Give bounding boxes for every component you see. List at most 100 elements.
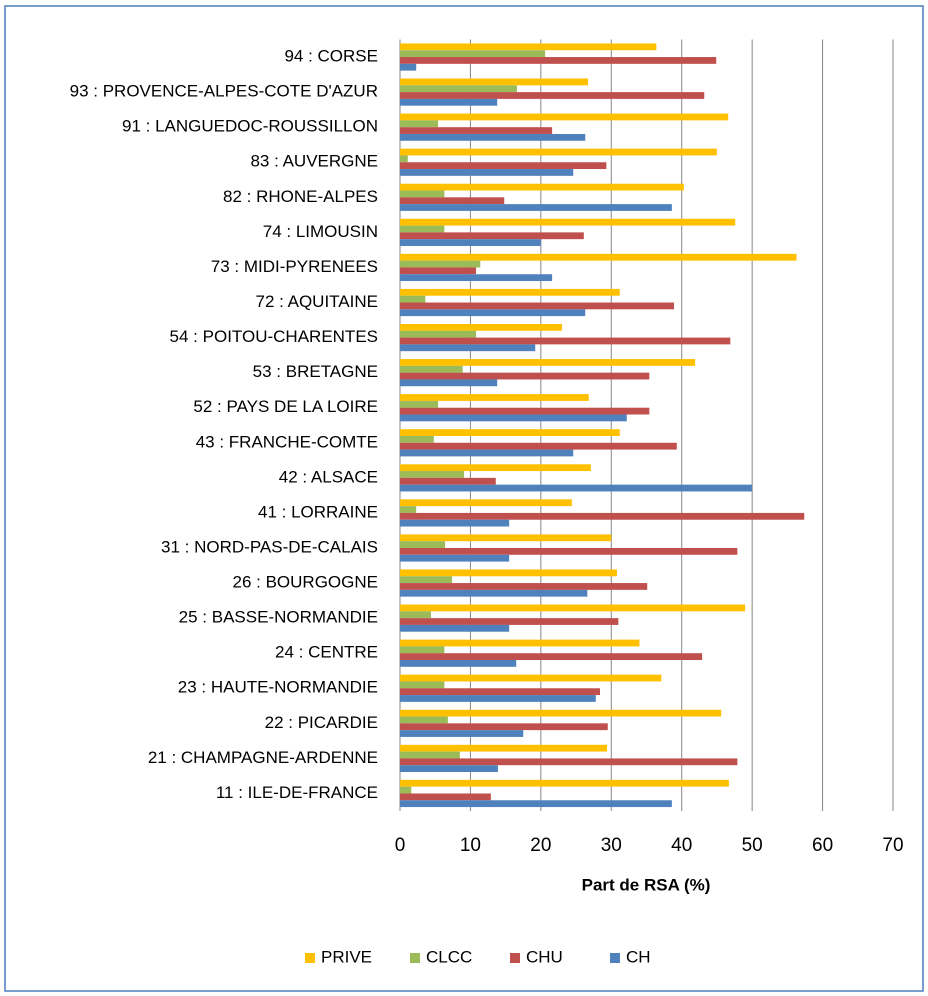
bar — [400, 344, 536, 352]
bar — [400, 162, 607, 170]
y-tick-label: 53 : BRETAGNE — [253, 362, 378, 381]
bar — [400, 127, 553, 134]
bar — [400, 302, 674, 310]
bar — [400, 43, 657, 51]
y-tick-label: 73 : MIDI-PYRENEES — [211, 257, 378, 276]
bar — [400, 604, 746, 612]
bar — [400, 442, 677, 450]
legend-label: CLCC — [426, 947, 472, 966]
bar — [400, 63, 417, 71]
bar — [400, 260, 481, 268]
bar — [400, 519, 510, 527]
y-tick-label: 94 : CORSE — [284, 47, 378, 66]
y-tick-label: 93 : PROVENCE-ALPES-COTE D'AZUR — [70, 82, 378, 101]
bar — [400, 323, 562, 331]
bar — [400, 709, 722, 717]
bar — [400, 681, 445, 689]
y-tick-label: 82 : RHONE-ALPES — [223, 187, 378, 206]
x-tick-label: 20 — [530, 835, 551, 856]
bar — [400, 309, 586, 317]
bar — [400, 50, 546, 58]
bar — [400, 253, 797, 261]
bar — [400, 674, 662, 682]
bar — [400, 274, 553, 282]
bar — [400, 155, 408, 163]
bar — [400, 435, 434, 443]
bar — [400, 267, 477, 275]
bar — [400, 499, 572, 507]
y-tick-label: 26 : BOURGOGNE — [233, 573, 378, 592]
bar — [400, 400, 439, 408]
bar — [400, 197, 505, 205]
y-tick-label: 83 : AUVERGNE — [250, 152, 378, 171]
bar — [400, 688, 601, 696]
bar — [400, 758, 738, 766]
bar — [400, 751, 460, 759]
bar — [400, 695, 596, 702]
y-tick-label: 23 : HAUTE-NORMANDIE — [178, 678, 378, 697]
bar — [400, 723, 608, 731]
y-tick-label: 72 : AQUITAINE — [255, 292, 378, 311]
bar — [400, 583, 648, 590]
legend-swatch — [510, 953, 520, 963]
y-tick-label: 21 : CHAMPAGNE-ARDENNE — [148, 748, 378, 767]
bar — [400, 730, 524, 737]
bar — [400, 449, 574, 457]
bar — [400, 225, 445, 233]
y-tick-label: 74 : LIMOUSIN — [263, 222, 378, 241]
bar — [400, 183, 684, 191]
bar — [400, 394, 589, 401]
bar — [400, 218, 736, 226]
y-tick-label: 11 : ILE-DE-FRANCE — [216, 783, 378, 802]
y-tick-label: 54 : POITOU-CHARENTES — [170, 327, 378, 346]
bar — [400, 190, 445, 198]
y-tick-label: 24 : CENTRE — [275, 643, 378, 662]
bar — [400, 484, 753, 492]
bar — [400, 204, 672, 211]
x-tick-label: 40 — [671, 835, 692, 856]
x-tick-label: 70 — [882, 835, 903, 856]
bar — [400, 534, 612, 542]
legend-swatch — [610, 953, 620, 963]
legend-swatch — [410, 953, 420, 963]
bar — [400, 512, 805, 520]
bar — [400, 98, 498, 106]
bar — [400, 624, 510, 632]
y-tick-label: 52 : PAYS DE LA LOIRE — [193, 397, 378, 416]
x-tick-label: 30 — [601, 835, 622, 856]
bar — [400, 288, 620, 296]
bar — [400, 365, 463, 373]
bar — [400, 407, 650, 415]
legend-label: CHU — [526, 947, 563, 966]
bar — [400, 295, 426, 303]
bar — [400, 169, 574, 176]
bar — [400, 506, 417, 513]
x-tick-label: 10 — [460, 835, 481, 856]
x-tick-label: 0 — [395, 835, 406, 856]
bar — [400, 793, 491, 801]
bar — [400, 78, 589, 86]
bar — [400, 133, 586, 141]
y-tick-label: 31 : NORD-PAS-DE-CALAIS — [161, 537, 378, 556]
bar — [400, 120, 439, 128]
bar — [400, 429, 620, 436]
bar — [400, 85, 517, 93]
legend-swatch — [305, 953, 315, 963]
bar — [400, 148, 717, 156]
bar — [400, 337, 731, 345]
bar — [400, 330, 477, 338]
bar — [400, 547, 738, 555]
y-tick-label: 42 : ALSACE — [279, 467, 378, 486]
legend-label: CH — [626, 947, 651, 966]
bar — [400, 239, 541, 246]
bar — [400, 639, 640, 647]
y-tick-label: 91 : LANGUEDOC-ROUSSILLON — [122, 117, 378, 136]
bar — [400, 765, 498, 772]
legend-label: PRIVE — [321, 947, 372, 966]
bar — [400, 464, 591, 472]
bar — [400, 786, 412, 794]
bar — [400, 554, 510, 562]
bar — [400, 659, 517, 667]
x-tick-label: 50 — [742, 835, 763, 856]
